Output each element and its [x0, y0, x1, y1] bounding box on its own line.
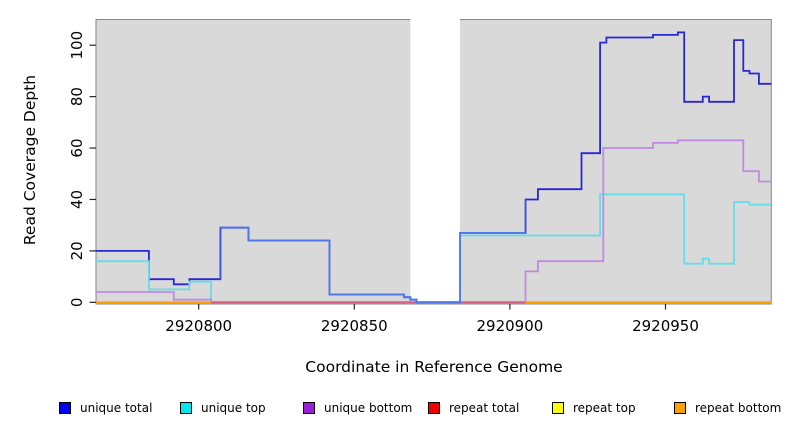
series-line-unique-bottom [96, 139, 772, 304]
x-tick-label: 2920800 [165, 317, 232, 335]
y-tick-label: 40 [68, 190, 86, 209]
repeat-top-swatch-icon [552, 402, 564, 414]
legend-item-unique-total: unique total [59, 399, 152, 417]
legend-item-repeat-top: repeat top [552, 399, 636, 417]
legend-item-unique-top: unique top [180, 399, 266, 417]
unique-bottom-swatch-icon [303, 402, 315, 414]
y-tick-label: 80 [68, 87, 86, 106]
y-tick-label: 0 [68, 298, 86, 308]
legend-label: repeat total [449, 401, 520, 415]
repeat-bottom-swatch-icon [674, 402, 686, 414]
legend-label: repeat bottom [695, 401, 782, 415]
legend-label: unique top [201, 401, 266, 415]
unique-total-swatch-icon [59, 402, 71, 414]
y-tick-label: 20 [68, 241, 86, 260]
x-axis-title: Coordinate in Reference Genome [305, 358, 563, 376]
x-tick-label: 2920900 [476, 317, 543, 335]
legend-item-repeat-bottom: repeat bottom [674, 399, 781, 417]
x-tick-label: 2920950 [632, 317, 699, 335]
legend-label: unique bottom [324, 401, 413, 415]
series-line-unique-top [96, 193, 772, 304]
y-tick-label: 60 [68, 138, 86, 157]
legend-item-repeat-total: repeat total [428, 399, 519, 417]
repeat-total-swatch-icon [428, 402, 440, 414]
unique-top-swatch-icon [180, 402, 192, 414]
y-axis-title: Read Coverage Depth [21, 74, 39, 246]
no-data-gap-band [410, 14, 461, 303]
series-line-unique-total-bright-segment [220, 198, 526, 304]
legend: unique total unique top unique bottom re… [0, 399, 792, 423]
legend-item-unique-bottom: unique bottom [303, 399, 412, 417]
y-tick-label: 100 [68, 31, 86, 60]
x-tick-label: 2920850 [321, 317, 388, 335]
legend-label: repeat top [573, 401, 636, 415]
legend-label: unique total [80, 401, 153, 415]
